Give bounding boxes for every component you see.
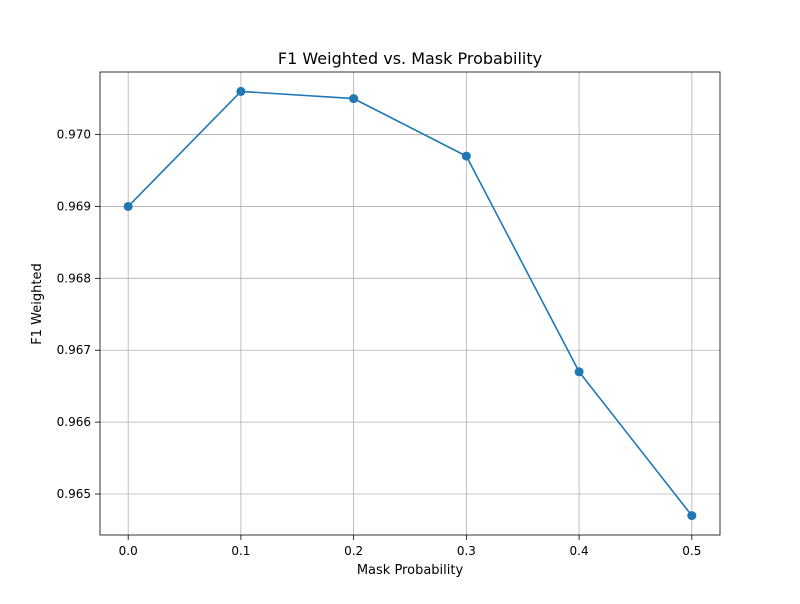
y-tick-label: 0.965 [57,487,91,501]
data-point [574,367,584,377]
data-point [123,201,133,211]
data-point [236,86,246,96]
axes-frame [99,71,721,536]
data-point [349,94,359,104]
y-tick-label: 0.970 [57,128,91,142]
y-tick-label: 0.969 [57,199,91,213]
x-axis-label: Mask Probability [357,563,464,578]
x-tick-label: 0.2 [344,544,363,558]
y-axis-label: F1 Weighted [30,263,45,344]
x-tick-label: 0.5 [682,544,701,558]
grid-lines [100,72,720,535]
x-tick-label: 0.0 [119,544,138,558]
chart-title: F1 Weighted vs. Mask Probability [278,49,542,68]
y-tick-label: 0.968 [57,271,91,285]
x-tick-label: 0.1 [231,544,250,558]
x-tick-label: 0.4 [570,544,589,558]
axes: 0.0 0.1 0.2 0.3 0.4 0.5 0.965 0.966 0.967 0.968 0.… [57,71,721,558]
y-tick-label: 0.967 [57,343,91,357]
x-tick-label: 0.3 [457,544,476,558]
data-point [687,511,697,521]
data-point [461,151,471,161]
y-tick-label: 0.966 [57,415,91,429]
plot-area [123,86,697,521]
series-line [127,90,693,517]
